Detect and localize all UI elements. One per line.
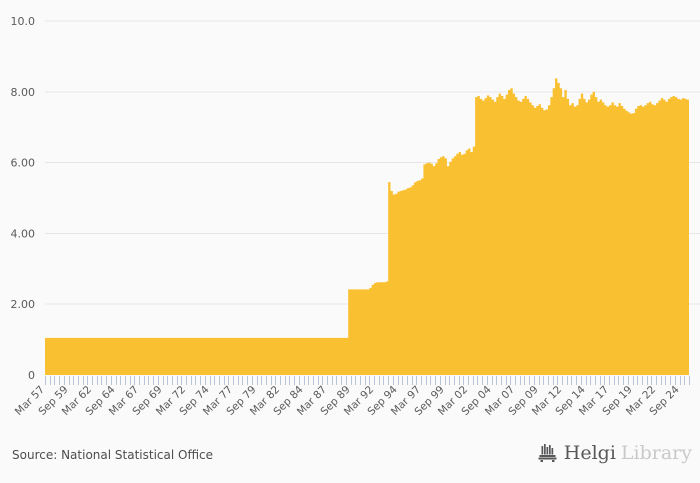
brand-logo[interactable]: Helgi Library [537, 443, 692, 463]
y-axis-tick-label: 8.00 [11, 86, 36, 99]
chart-footer: Source: National Statistical Office Helg… [0, 430, 700, 483]
x-axis-minor-ticks [45, 376, 690, 385]
library-building-icon [538, 444, 557, 462]
area-series-path [45, 78, 689, 375]
y-axis-labels: 10.0 8.00 6.00 4.00 2.00 0 [11, 15, 36, 382]
plot-area: 10.0 8.00 6.00 4.00 2.00 0 Mar 57 Sep 59 Mar 62… [10, 15, 700, 418]
y-axis-tick-label: 4.00 [11, 227, 36, 240]
footer-divider [0, 430, 700, 431]
series-area-value [45, 78, 689, 375]
y-axis-tick-label: 0 [28, 369, 35, 382]
y-axis-tick-label: 10.0 [11, 15, 36, 28]
source-note: Source: National Statistical Office [12, 448, 214, 462]
y-axis-tick-label: 2.00 [11, 298, 36, 311]
brand-name-secondary: Library [620, 442, 692, 464]
y-axis-tick-label: 6.00 [11, 157, 36, 170]
brand-name-primary: Helgi [563, 442, 616, 464]
